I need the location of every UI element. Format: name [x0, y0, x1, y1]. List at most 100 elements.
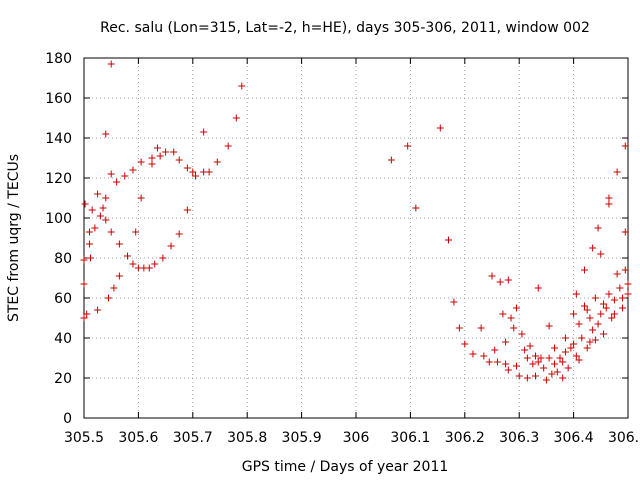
data-point	[107, 170, 115, 178]
data-point	[129, 260, 137, 268]
data-point	[624, 280, 632, 288]
data-point	[87, 254, 95, 262]
data-point	[88, 206, 96, 214]
data-point	[619, 294, 627, 302]
data-point	[580, 302, 588, 310]
data-point	[477, 324, 485, 332]
data-point	[162, 148, 170, 156]
data-point	[121, 172, 129, 180]
data-point	[580, 266, 588, 274]
data-point	[621, 266, 629, 274]
data-point	[613, 168, 621, 176]
x-tick-label: 306.4	[554, 430, 594, 446]
data-point	[170, 148, 178, 156]
data-point	[578, 334, 586, 342]
data-point	[183, 206, 191, 214]
data-point	[436, 124, 444, 132]
data-point	[545, 354, 553, 362]
data-point	[80, 314, 88, 322]
data-point	[548, 370, 556, 378]
data-point	[148, 154, 156, 162]
data-point	[515, 372, 523, 380]
data-point	[124, 252, 132, 260]
data-point	[572, 352, 580, 360]
data-point	[153, 144, 161, 152]
data-point	[597, 250, 605, 258]
y-tick-label: 0	[63, 411, 72, 427]
data-point	[469, 350, 477, 358]
data-point	[107, 60, 115, 68]
data-point	[132, 228, 140, 236]
data-point	[137, 194, 145, 202]
data-point	[129, 166, 137, 174]
data-point	[183, 164, 191, 172]
data-point	[512, 362, 520, 370]
data-point	[502, 338, 510, 346]
x-tick-label: 306.3	[499, 430, 539, 446]
data-point	[91, 224, 99, 232]
data-point	[567, 344, 575, 352]
data-point	[496, 278, 504, 286]
data-point	[455, 324, 463, 332]
data-point	[189, 168, 197, 176]
data-point	[523, 354, 531, 362]
data-point	[621, 142, 629, 150]
data-point	[104, 294, 112, 302]
data-point	[156, 152, 164, 160]
x-tick-label: 306.1	[390, 430, 430, 446]
data-point	[238, 82, 246, 90]
data-point	[444, 236, 452, 244]
data-point	[605, 200, 613, 208]
data-point	[551, 344, 559, 352]
data-point	[621, 228, 629, 236]
data-point	[94, 190, 102, 198]
data-point	[83, 310, 91, 318]
data-point	[145, 264, 153, 272]
data-point	[504, 366, 512, 374]
data-point	[115, 272, 123, 280]
data-point	[583, 344, 591, 352]
data-point	[167, 242, 175, 250]
x-tick-label: 306	[343, 430, 370, 446]
data-point	[529, 360, 537, 368]
data-point	[545, 322, 553, 330]
data-point	[600, 330, 608, 338]
data-point	[412, 204, 420, 212]
data-point	[115, 240, 123, 248]
data-point	[200, 128, 208, 136]
y-tick-label: 40	[54, 331, 72, 347]
data-point	[175, 230, 183, 238]
data-point	[591, 294, 599, 302]
data-point	[600, 300, 608, 308]
data-point	[507, 314, 515, 322]
data-point	[570, 310, 578, 318]
x-tick-label: 305.5	[64, 430, 104, 446]
data-point	[589, 244, 597, 252]
data-point	[80, 280, 88, 288]
data-point	[521, 346, 529, 354]
x-tick-labels: 305.5 305.6 305.7 305.8 305.9 306 306.1 306.2 30…	[64, 430, 640, 446]
axis-ticks	[83, 57, 629, 419]
y-tick-label: 100	[45, 211, 72, 227]
data-point	[610, 310, 618, 318]
data-point	[102, 194, 110, 202]
data-point	[551, 360, 559, 368]
data-point	[523, 374, 531, 382]
data-point	[175, 156, 183, 164]
data-point	[510, 324, 518, 332]
data-point	[532, 372, 540, 380]
data-point	[534, 284, 542, 292]
data-point	[480, 352, 488, 360]
data-point	[586, 338, 594, 346]
x-axis-title: GPS time / Days of year 2011	[242, 459, 449, 475]
data-point	[624, 290, 632, 298]
data-point	[110, 284, 118, 292]
data-point	[597, 310, 605, 318]
x-tick-label: 305.6	[118, 430, 158, 446]
data-point	[591, 336, 599, 344]
data-point	[113, 178, 121, 186]
data-point	[586, 314, 594, 322]
data-point	[148, 160, 156, 168]
data-point	[493, 358, 501, 366]
